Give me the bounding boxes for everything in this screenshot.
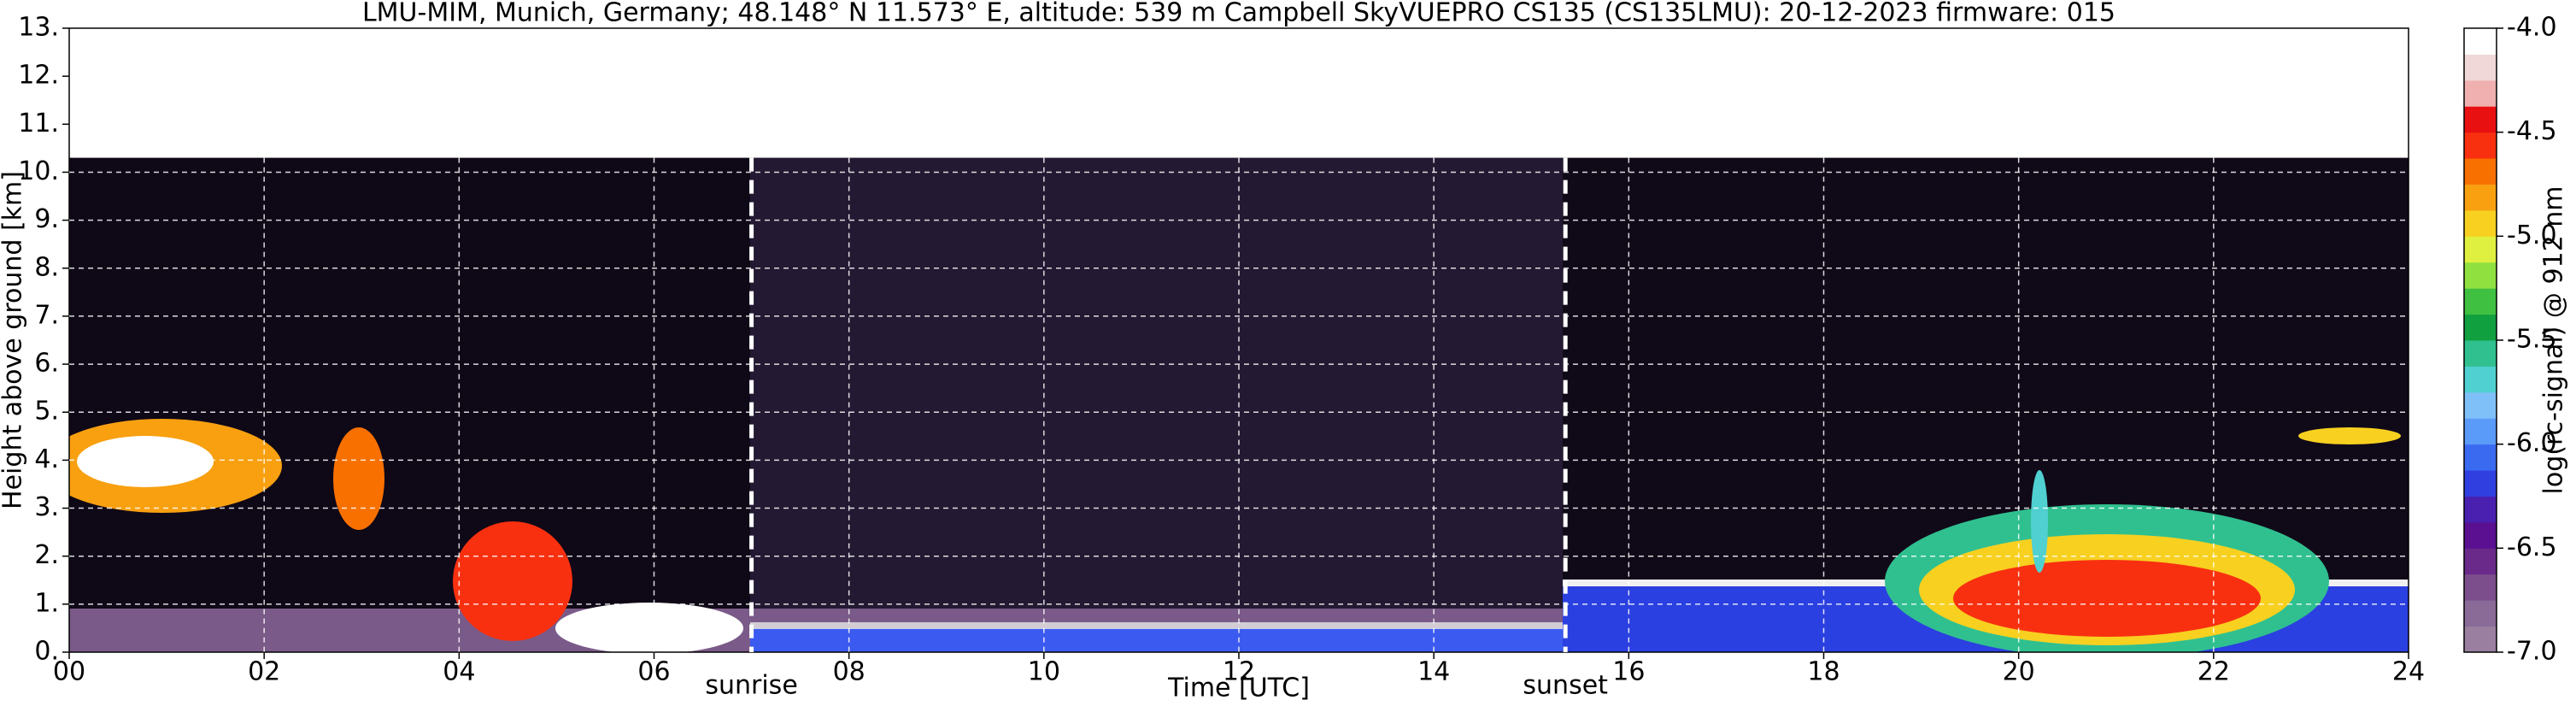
cloud — [2031, 470, 2048, 573]
colorbar-swatch — [2464, 574, 2497, 601]
x-tick-label: 08 — [833, 657, 866, 687]
colorbar-swatch — [2464, 340, 2497, 367]
annotation-label: sunset — [1523, 671, 1608, 701]
x-tick-label: 16 — [1612, 657, 1645, 687]
colorbar-swatch — [2464, 548, 2497, 575]
y-tick-label: 1. — [34, 588, 59, 618]
colorbar-tick-label: -7.0 — [2507, 637, 2557, 667]
colorbar-tick-label: -6.0 — [2507, 428, 2557, 458]
y-tick-label: 12. — [18, 61, 59, 91]
y-tick-label: 4. — [34, 444, 59, 474]
signal-haze — [750, 158, 1563, 652]
x-tick-label: 20 — [2003, 657, 2035, 687]
colorbar-tick-label: -5.5 — [2507, 325, 2557, 355]
boundary-layer — [750, 628, 1563, 652]
x-tick-label: 18 — [1807, 657, 1840, 687]
colorbar-tick-label: -6.5 — [2507, 532, 2557, 562]
colorbar-swatch — [2464, 209, 2497, 237]
colorbar-swatch — [2464, 470, 2497, 497]
x-tick-label: 04 — [443, 657, 475, 687]
y-tick-label: 7. — [34, 300, 59, 330]
y-tick-label: 2. — [34, 540, 59, 570]
colorbar-swatch — [2464, 496, 2497, 523]
colorbar-swatch — [2464, 54, 2497, 81]
x-tick-label: 24 — [2392, 657, 2425, 687]
cloud — [1953, 560, 2261, 637]
y-tick-label: 10. — [18, 156, 59, 186]
colorbar-swatch — [2464, 288, 2497, 315]
colorbar-tick-label: -5.0 — [2507, 221, 2557, 250]
x-tick-label: 10 — [1028, 657, 1060, 687]
y-tick-label: 13. — [18, 13, 59, 43]
x-tick-label: 14 — [1417, 657, 1450, 687]
cloud — [333, 427, 384, 530]
colorbar-swatch — [2464, 132, 2497, 159]
colorbar-tick-label: -4.0 — [2507, 13, 2557, 43]
y-tick-label: 11. — [18, 109, 59, 138]
colorbar-swatch — [2464, 418, 2497, 445]
colorbar-tick-label: -4.5 — [2507, 116, 2557, 146]
colorbar-swatch — [2464, 521, 2497, 549]
x-tick-label: 06 — [637, 657, 670, 687]
colorbar-swatch — [2464, 600, 2497, 627]
x-tick-label: 22 — [2198, 657, 2230, 687]
colorbar-swatch — [2464, 444, 2497, 471]
x-tick-label: 02 — [248, 657, 280, 687]
colorbar-label: log(rc-signal) @ 912 nm — [2539, 186, 2569, 495]
y-tick-label: 5. — [34, 397, 59, 427]
cloud — [77, 436, 214, 487]
y-tick-label: 3. — [34, 492, 59, 522]
y-axis-label: Height above ground [km] — [0, 171, 28, 509]
colorbar-swatch — [2464, 28, 2497, 55]
cloud — [453, 521, 572, 641]
colorbar-swatch — [2464, 158, 2497, 185]
cloud — [555, 603, 743, 652]
colorbar-swatch — [2464, 106, 2497, 133]
x-tick-label: 00 — [53, 657, 85, 687]
colorbar-swatch — [2464, 366, 2497, 393]
cloud — [2298, 427, 2401, 444]
colorbar-swatch — [2464, 184, 2497, 211]
y-tick-label: 0. — [34, 637, 59, 667]
colorbar-swatch — [2464, 391, 2497, 419]
y-tick-label: 8. — [34, 252, 59, 282]
colorbar-swatch — [2464, 626, 2497, 653]
y-tick-label: 9. — [34, 204, 59, 234]
boundary-top — [750, 622, 1563, 629]
colorbar-swatch — [2464, 79, 2497, 107]
colorbar-swatch — [2464, 236, 2497, 263]
x-tick-label: 12 — [1223, 657, 1255, 687]
x-axis-label: Time [UTC] — [1167, 674, 1310, 703]
signal-field — [69, 157, 2409, 652]
chart-title: LMU-MIM, Munich, Germany; 48.148° N 11.5… — [362, 0, 2115, 28]
annotation-label: sunrise — [705, 671, 797, 701]
colorbar-swatch — [2464, 314, 2497, 341]
y-tick-label: 6. — [34, 349, 59, 379]
colorbar-swatch — [2464, 262, 2497, 289]
signal-haze — [69, 158, 750, 652]
